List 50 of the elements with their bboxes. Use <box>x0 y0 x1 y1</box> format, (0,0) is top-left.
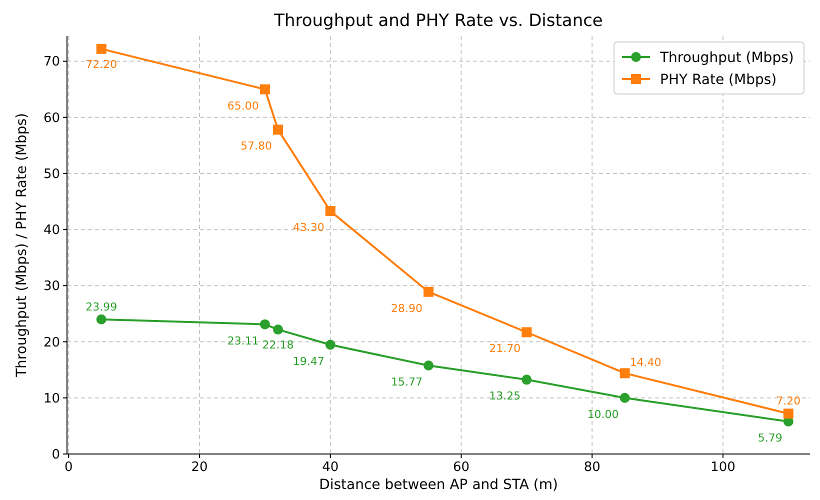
point <box>325 340 336 350</box>
y-tick-label: 30 <box>43 279 60 294</box>
data-label: 10.00 <box>587 408 619 421</box>
y-tick-label: 70 <box>43 54 60 70</box>
x-tick-label: 100 <box>710 460 736 475</box>
point <box>522 327 532 338</box>
point <box>273 324 284 335</box>
point <box>424 360 434 371</box>
x-tick-label: 40 <box>322 460 339 475</box>
point <box>424 286 434 297</box>
data-label: 28.90 <box>391 302 423 315</box>
y-tick-label: 10 <box>43 391 60 406</box>
point <box>96 44 106 54</box>
data-label: 14.40 <box>630 356 662 370</box>
chart-title: Throughput and PHY Rate vs. Distance <box>273 11 603 31</box>
data-label: 43.30 <box>292 221 324 234</box>
point <box>325 206 336 216</box>
data-label: 65.00 <box>227 99 259 112</box>
x-tick-label: 0 <box>64 460 73 475</box>
point <box>273 124 284 135</box>
point <box>260 84 270 94</box>
data-label: 15.77 <box>391 376 423 389</box>
data-label: 23.99 <box>86 300 118 314</box>
x-tick-label: 20 <box>191 460 208 475</box>
point <box>783 408 794 419</box>
x-tick-label: 80 <box>584 460 600 475</box>
y-tick-label: 20 <box>43 335 60 350</box>
x-axis-title: Distance between AP and STA (m) <box>319 477 558 493</box>
data-label: 7.20 <box>776 394 801 408</box>
y-tick-label: 40 <box>43 223 60 238</box>
y-tick-label: 0 <box>52 448 60 462</box>
point <box>620 368 630 378</box>
data-label: 57.80 <box>240 140 272 153</box>
data-label: 23.11 <box>227 334 259 348</box>
data-label: 72.20 <box>86 58 118 71</box>
point <box>96 314 106 324</box>
data-label: 5.79 <box>758 432 782 445</box>
data-label: 13.25 <box>489 390 521 403</box>
data-label: 21.70 <box>489 342 521 356</box>
data-label: 19.47 <box>292 354 324 368</box>
data-label: 22.18 <box>262 338 294 352</box>
x-tick-label: 60 <box>452 460 470 475</box>
y-tick-label: 50 <box>43 166 60 182</box>
legend-label: PHY Rate (Mbps) <box>660 72 777 88</box>
y-axis-title: Throughput (Mbps) / PHY Rate (Mbps) <box>14 112 30 378</box>
point <box>522 374 532 385</box>
point <box>620 392 630 403</box>
y-tick-label: 60 <box>43 110 60 126</box>
point <box>260 319 270 330</box>
legend-label: Throughput (Mbps) <box>659 50 794 66</box>
